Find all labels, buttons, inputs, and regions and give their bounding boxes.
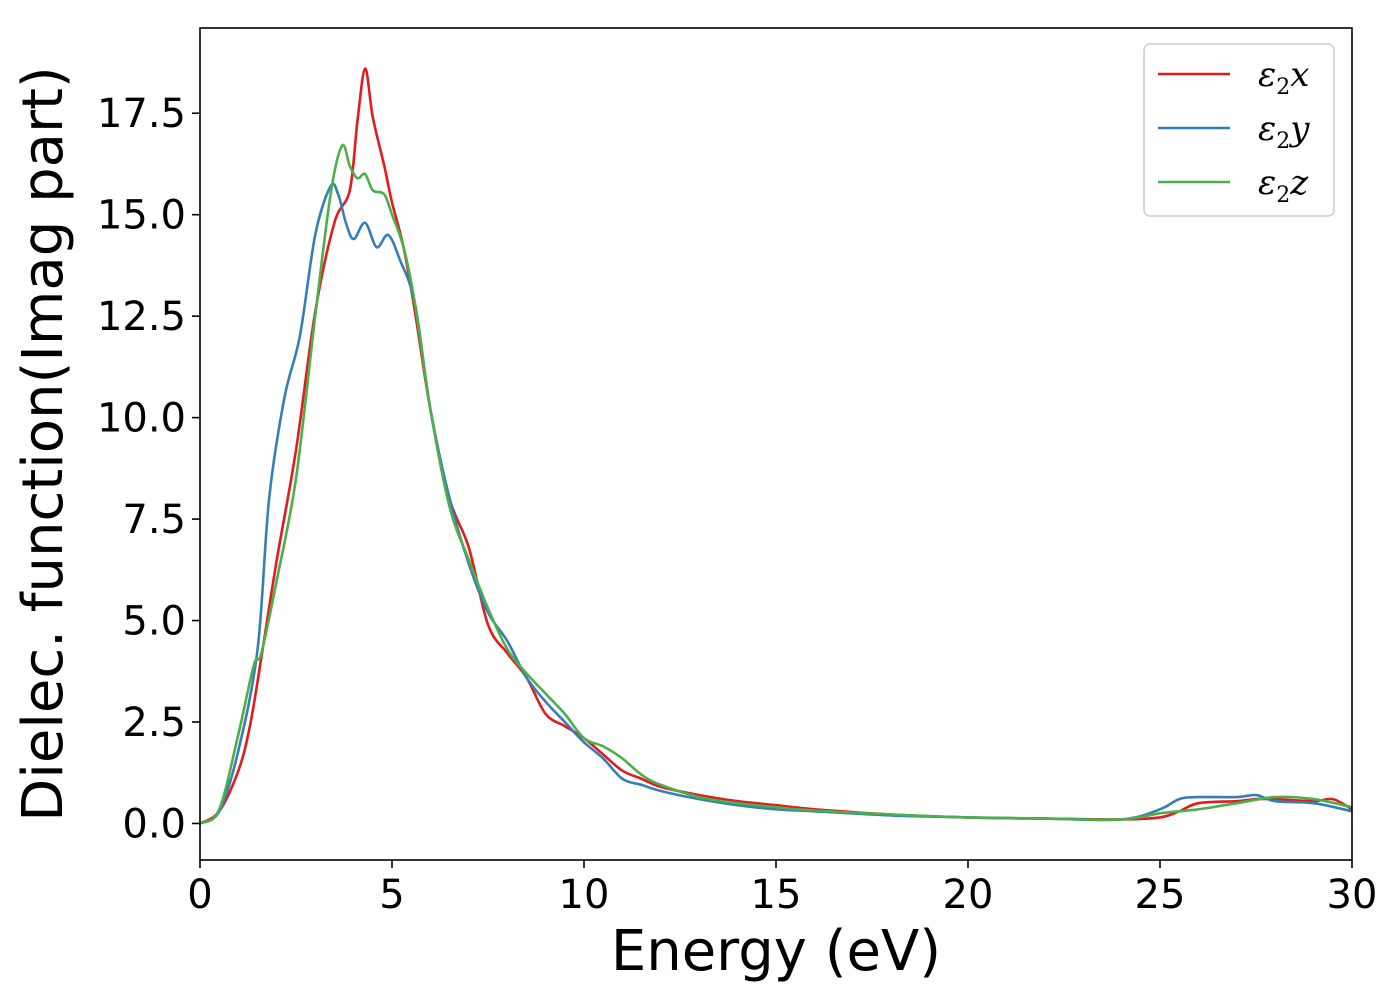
y-tick-label: 10.0 bbox=[97, 396, 186, 442]
x-tick-label: 30 bbox=[1327, 872, 1378, 918]
legend-label-z: ε2z bbox=[1258, 163, 1309, 208]
y-tick-label: 5.0 bbox=[122, 599, 186, 645]
legend-label-x: ε2x bbox=[1258, 55, 1309, 100]
x-tick-label: 20 bbox=[943, 872, 994, 918]
y-axis-title: Dielec. function(Imag part) bbox=[11, 66, 76, 822]
x-tick-label: 10 bbox=[559, 872, 610, 918]
legend: ε2x ε2y ε2z bbox=[1143, 43, 1335, 217]
x-tick-label: 25 bbox=[1135, 872, 1186, 918]
series-line-y bbox=[199, 182, 1353, 825]
x-tick-label: 5 bbox=[379, 872, 404, 918]
y-tick-label: 12.5 bbox=[97, 294, 186, 340]
series-line-z bbox=[199, 143, 1353, 825]
x-tick-label: 0 bbox=[187, 872, 212, 918]
y-tick-label: 0.0 bbox=[122, 801, 186, 847]
legend-box bbox=[1143, 43, 1335, 217]
plot-lines bbox=[199, 67, 1353, 825]
y-tick-label: 2.5 bbox=[122, 700, 186, 746]
x-axis: 0 5 10 15 20 25 30 bbox=[187, 860, 1377, 918]
x-axis-title: Energy (eV) bbox=[611, 919, 941, 984]
y-tick-label: 15.0 bbox=[97, 193, 186, 239]
x-tick-label: 15 bbox=[751, 872, 802, 918]
y-tick-label: 17.5 bbox=[97, 91, 186, 137]
y-axis: 0.0 2.5 5.0 7.5 10.0 12.5 15.0 17.5 bbox=[97, 91, 200, 847]
legend-label-y: ε2y bbox=[1258, 109, 1310, 154]
y-tick-label: 7.5 bbox=[122, 497, 186, 543]
